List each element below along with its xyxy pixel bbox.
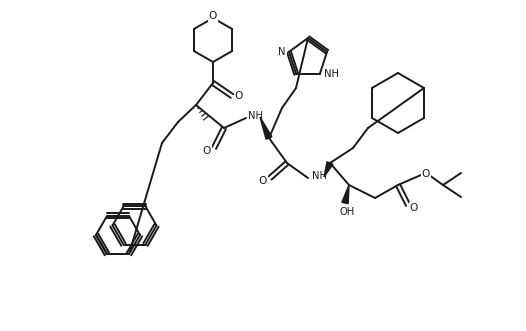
Text: NH: NH [312,171,328,181]
Text: O: O [410,203,418,213]
Polygon shape [342,185,349,204]
Text: O: O [203,146,211,156]
Text: OH: OH [339,207,355,217]
Polygon shape [260,117,272,139]
Polygon shape [324,162,333,177]
Text: O: O [235,91,243,101]
Text: NH: NH [248,111,264,121]
Text: O: O [259,176,267,186]
Text: NH: NH [324,69,339,79]
Text: O: O [209,11,217,21]
Text: N: N [278,47,286,57]
Text: O: O [422,169,430,179]
